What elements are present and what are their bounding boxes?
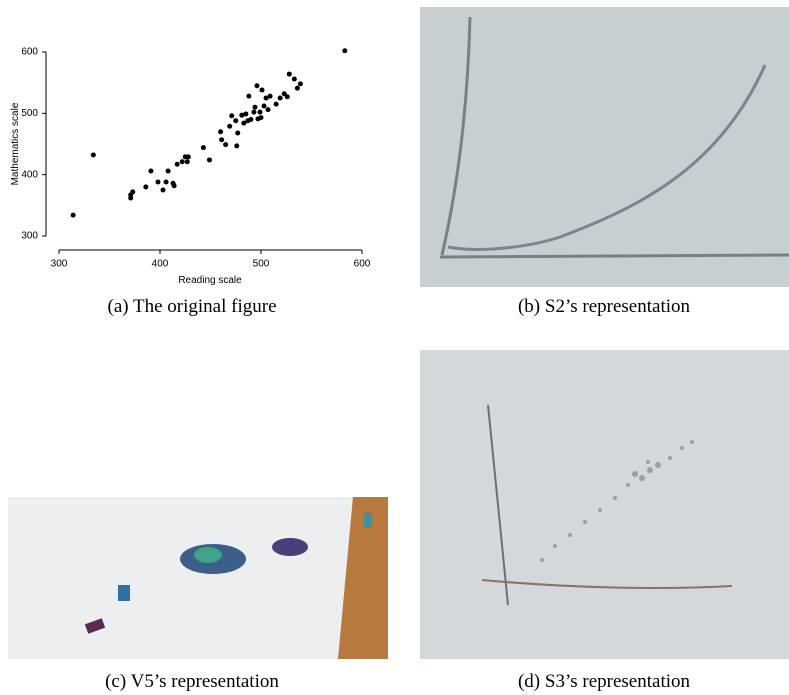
point	[148, 168, 153, 173]
page: Reading scale Mathematics scale 300 400 50…	[0, 0, 789, 695]
point	[266, 107, 271, 112]
caption: (c) V5’s representation	[2, 671, 382, 693]
point	[235, 130, 240, 135]
point	[161, 188, 166, 193]
point	[164, 180, 169, 185]
point	[285, 94, 290, 99]
point	[262, 103, 267, 108]
point	[278, 96, 283, 101]
point	[251, 110, 256, 115]
photo-s2	[420, 7, 789, 287]
point	[172, 183, 177, 188]
x-tick-label: 400	[152, 258, 169, 269]
point	[260, 88, 265, 93]
point	[186, 154, 191, 159]
caption: (a) The original figure	[2, 296, 382, 318]
point	[234, 143, 239, 148]
object	[194, 547, 222, 563]
point	[229, 113, 234, 118]
point	[233, 118, 238, 123]
photo-v5	[8, 497, 388, 659]
caption: (d) S3’s representation	[414, 671, 789, 693]
point	[298, 81, 303, 86]
point	[71, 213, 76, 218]
drawn-line	[440, 255, 789, 257]
point	[218, 129, 223, 134]
point	[223, 142, 228, 147]
object	[272, 538, 308, 556]
point	[219, 137, 224, 142]
paper	[420, 350, 789, 659]
x-tick-label: 300	[51, 258, 68, 269]
y-axis-label: Mathematics scale	[10, 102, 21, 185]
point	[227, 124, 232, 129]
x-axis-label: Reading scale	[178, 275, 242, 286]
point	[254, 83, 259, 88]
point	[259, 115, 264, 120]
point	[128, 195, 133, 200]
point	[342, 48, 347, 53]
y-tick-label: 300	[21, 231, 38, 242]
y-tick-label: 600	[21, 47, 38, 58]
point	[201, 145, 206, 150]
point	[143, 184, 148, 189]
point	[287, 72, 292, 77]
point	[185, 159, 190, 164]
point	[180, 159, 185, 164]
point	[274, 102, 279, 107]
point	[248, 117, 253, 122]
point	[252, 105, 257, 110]
object	[364, 513, 372, 527]
point	[292, 76, 297, 81]
paper	[420, 7, 789, 287]
object	[118, 585, 130, 601]
point	[243, 111, 248, 116]
point	[246, 94, 251, 99]
point	[175, 162, 180, 167]
caption: (b) S2’s representation	[414, 296, 789, 318]
point	[207, 157, 212, 162]
x-tick-label: 600	[354, 258, 371, 269]
y-tick-label: 500	[21, 108, 38, 119]
photo-s3	[420, 350, 789, 659]
paper	[8, 497, 388, 659]
point	[130, 189, 135, 194]
point	[268, 94, 273, 99]
point	[295, 86, 300, 91]
point	[155, 180, 160, 185]
point	[257, 110, 262, 115]
x-tick-label: 500	[253, 258, 270, 269]
point	[91, 153, 96, 158]
point	[166, 168, 171, 173]
y-tick-label: 400	[21, 169, 38, 180]
scatter-chart: Reading scale Mathematics scale 300 400 50…	[0, 0, 390, 292]
